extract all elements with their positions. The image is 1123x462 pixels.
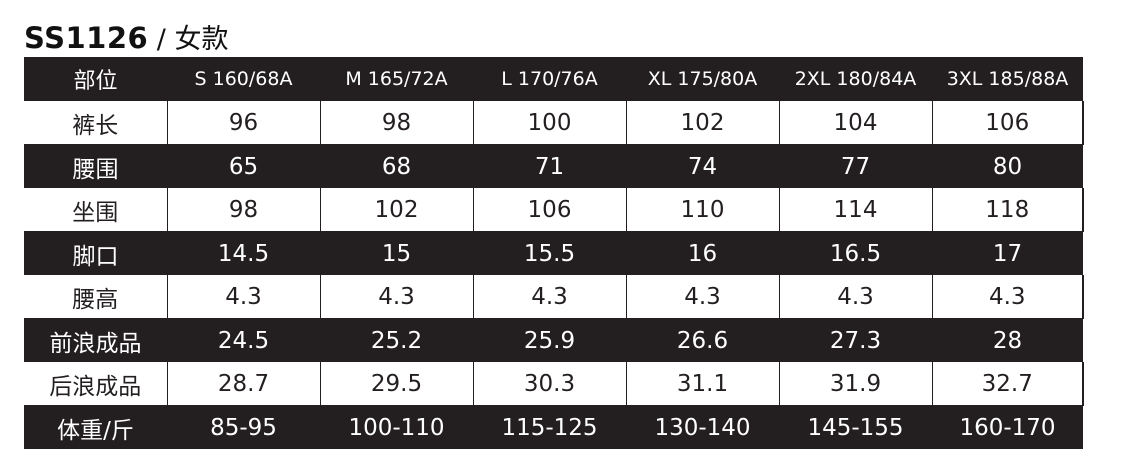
measurement-cell: 25.2 (320, 318, 473, 362)
measurement-cell: 74 (626, 144, 779, 188)
measurement-cell: 29.5 (319, 362, 473, 406)
measurement-cell: 77 (779, 144, 932, 188)
measurement-cell: 16 (626, 231, 779, 275)
table-row: 腰围 65 68 71 74 77 80 (24, 144, 1083, 188)
table-row: 前浪成品 24.5 25.2 25.9 26.6 27.3 28 (24, 318, 1083, 362)
measurement-cell: 85-95 (167, 405, 320, 449)
table-row: 裤长 96 98 100 102 104 106 (24, 101, 1084, 145)
measurement-cell: 17 (932, 231, 1083, 275)
measurement-cell: 118 (931, 188, 1084, 232)
measurement-cell: 32.7 (931, 362, 1084, 406)
measurement-cell: 16.5 (779, 231, 932, 275)
measurement-cell: 25.9 (473, 318, 626, 362)
measurement-cell: 110 (625, 188, 779, 232)
size-header-cell: M 165/72A (320, 57, 473, 101)
row-label: 后浪成品 (24, 362, 167, 406)
table-row: 腰高 4.3 4.3 4.3 4.3 4.3 4.3 (24, 275, 1084, 319)
size-header-cell: 3XL 185/88A (932, 57, 1083, 101)
size-header-cell: XL 175/80A (626, 57, 779, 101)
measurement-cell: 104 (778, 101, 932, 145)
measurement-cell: 68 (320, 144, 473, 188)
measurement-cell: 145-155 (779, 405, 932, 449)
measurement-cell: 4.3 (625, 275, 779, 319)
row-label: 前浪成品 (24, 318, 167, 362)
product-category: / 女款 (148, 24, 229, 55)
measurement-cell: 15 (320, 231, 473, 275)
size-chart-table: 部位 S 160/68A M 165/72A L 170/76A XL 175/… (24, 57, 1084, 449)
measurement-cell: 106 (931, 101, 1084, 145)
size-header-cell: S 160/68A (167, 57, 320, 101)
measurement-cell: 4.3 (166, 275, 320, 319)
table-row: 后浪成品 28.7 29.5 30.3 31.1 31.9 32.7 (24, 362, 1084, 406)
table-row: 坐围 98 102 106 110 114 118 (24, 188, 1084, 232)
measurement-cell: 71 (473, 144, 626, 188)
measurement-cell: 14.5 (167, 231, 320, 275)
size-header-cell: L 170/76A (473, 57, 626, 101)
measurement-cell: 4.3 (778, 275, 932, 319)
measurement-cell: 28.7 (166, 362, 320, 406)
size-header-cell: 2XL 180/84A (779, 57, 932, 101)
measurement-cell: 100 (472, 101, 626, 145)
measurement-cell: 160-170 (932, 405, 1083, 449)
measurement-cell: 98 (166, 188, 320, 232)
size-header-row: 部位 S 160/68A M 165/72A L 170/76A XL 175/… (24, 57, 1083, 101)
row-label: 腰高 (24, 275, 167, 319)
measurement-cell: 106 (472, 188, 626, 232)
measurement-cell: 26.6 (626, 318, 779, 362)
measurement-cell: 30.3 (472, 362, 626, 406)
measurement-cell: 96 (166, 101, 320, 145)
measurement-cell: 31.1 (625, 362, 779, 406)
measurement-cell: 4.3 (319, 275, 473, 319)
measurement-cell: 27.3 (779, 318, 932, 362)
measurement-cell: 15.5 (473, 231, 626, 275)
measurement-cell: 31.9 (778, 362, 932, 406)
measurement-cell: 102 (319, 188, 473, 232)
measurement-cell: 4.3 (472, 275, 626, 319)
measurement-cell: 65 (167, 144, 320, 188)
measurement-cell: 28 (932, 318, 1083, 362)
measurement-cell: 115-125 (473, 405, 626, 449)
measurement-cell: 80 (932, 144, 1083, 188)
product-title: SS1126 / 女款 (24, 20, 228, 56)
measurement-cell: 4.3 (931, 275, 1084, 319)
measurement-cell: 130-140 (626, 405, 779, 449)
measurement-cell: 102 (625, 101, 779, 145)
measurement-cell: 114 (778, 188, 932, 232)
row-label: 腰围 (24, 144, 167, 188)
row-label: 脚口 (24, 231, 167, 275)
measurement-cell: 100-110 (320, 405, 473, 449)
header-label: 部位 (24, 57, 167, 101)
table-row: 脚口 14.5 15 15.5 16 16.5 17 (24, 231, 1083, 275)
row-label: 体重/斤 (24, 405, 167, 449)
row-label: 裤长 (24, 101, 167, 145)
measurement-cell: 24.5 (167, 318, 320, 362)
measurement-cell: 98 (319, 101, 473, 145)
row-label: 坐围 (24, 188, 167, 232)
table-row: 体重/斤 85-95 100-110 115-125 130-140 145-1… (24, 405, 1083, 449)
product-code: SS1126 (24, 21, 149, 55)
